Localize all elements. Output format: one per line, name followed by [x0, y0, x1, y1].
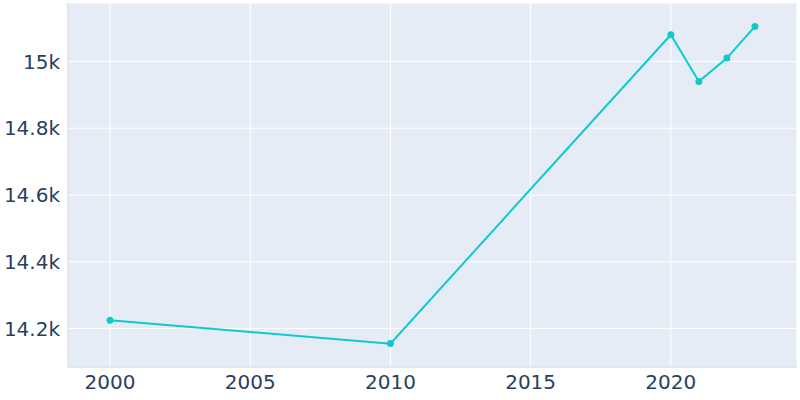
- svg-text:15k: 15k: [23, 50, 60, 74]
- svg-text:2020: 2020: [645, 370, 696, 394]
- svg-text:2000: 2000: [85, 370, 136, 394]
- svg-text:2015: 2015: [505, 370, 556, 394]
- svg-text:14.4k: 14.4k: [8, 250, 60, 274]
- svg-text:2010: 2010: [365, 370, 416, 394]
- svg-text:2005: 2005: [225, 370, 276, 394]
- svg-text:14.8k: 14.8k: [8, 116, 60, 140]
- svg-text:14.2k: 14.2k: [8, 317, 60, 341]
- svg-text:14.6k: 14.6k: [8, 183, 60, 207]
